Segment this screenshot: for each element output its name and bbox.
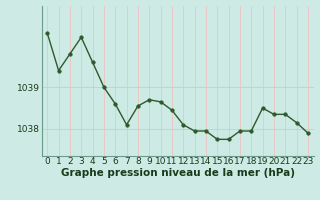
X-axis label: Graphe pression niveau de la mer (hPa): Graphe pression niveau de la mer (hPa) — [60, 168, 295, 178]
